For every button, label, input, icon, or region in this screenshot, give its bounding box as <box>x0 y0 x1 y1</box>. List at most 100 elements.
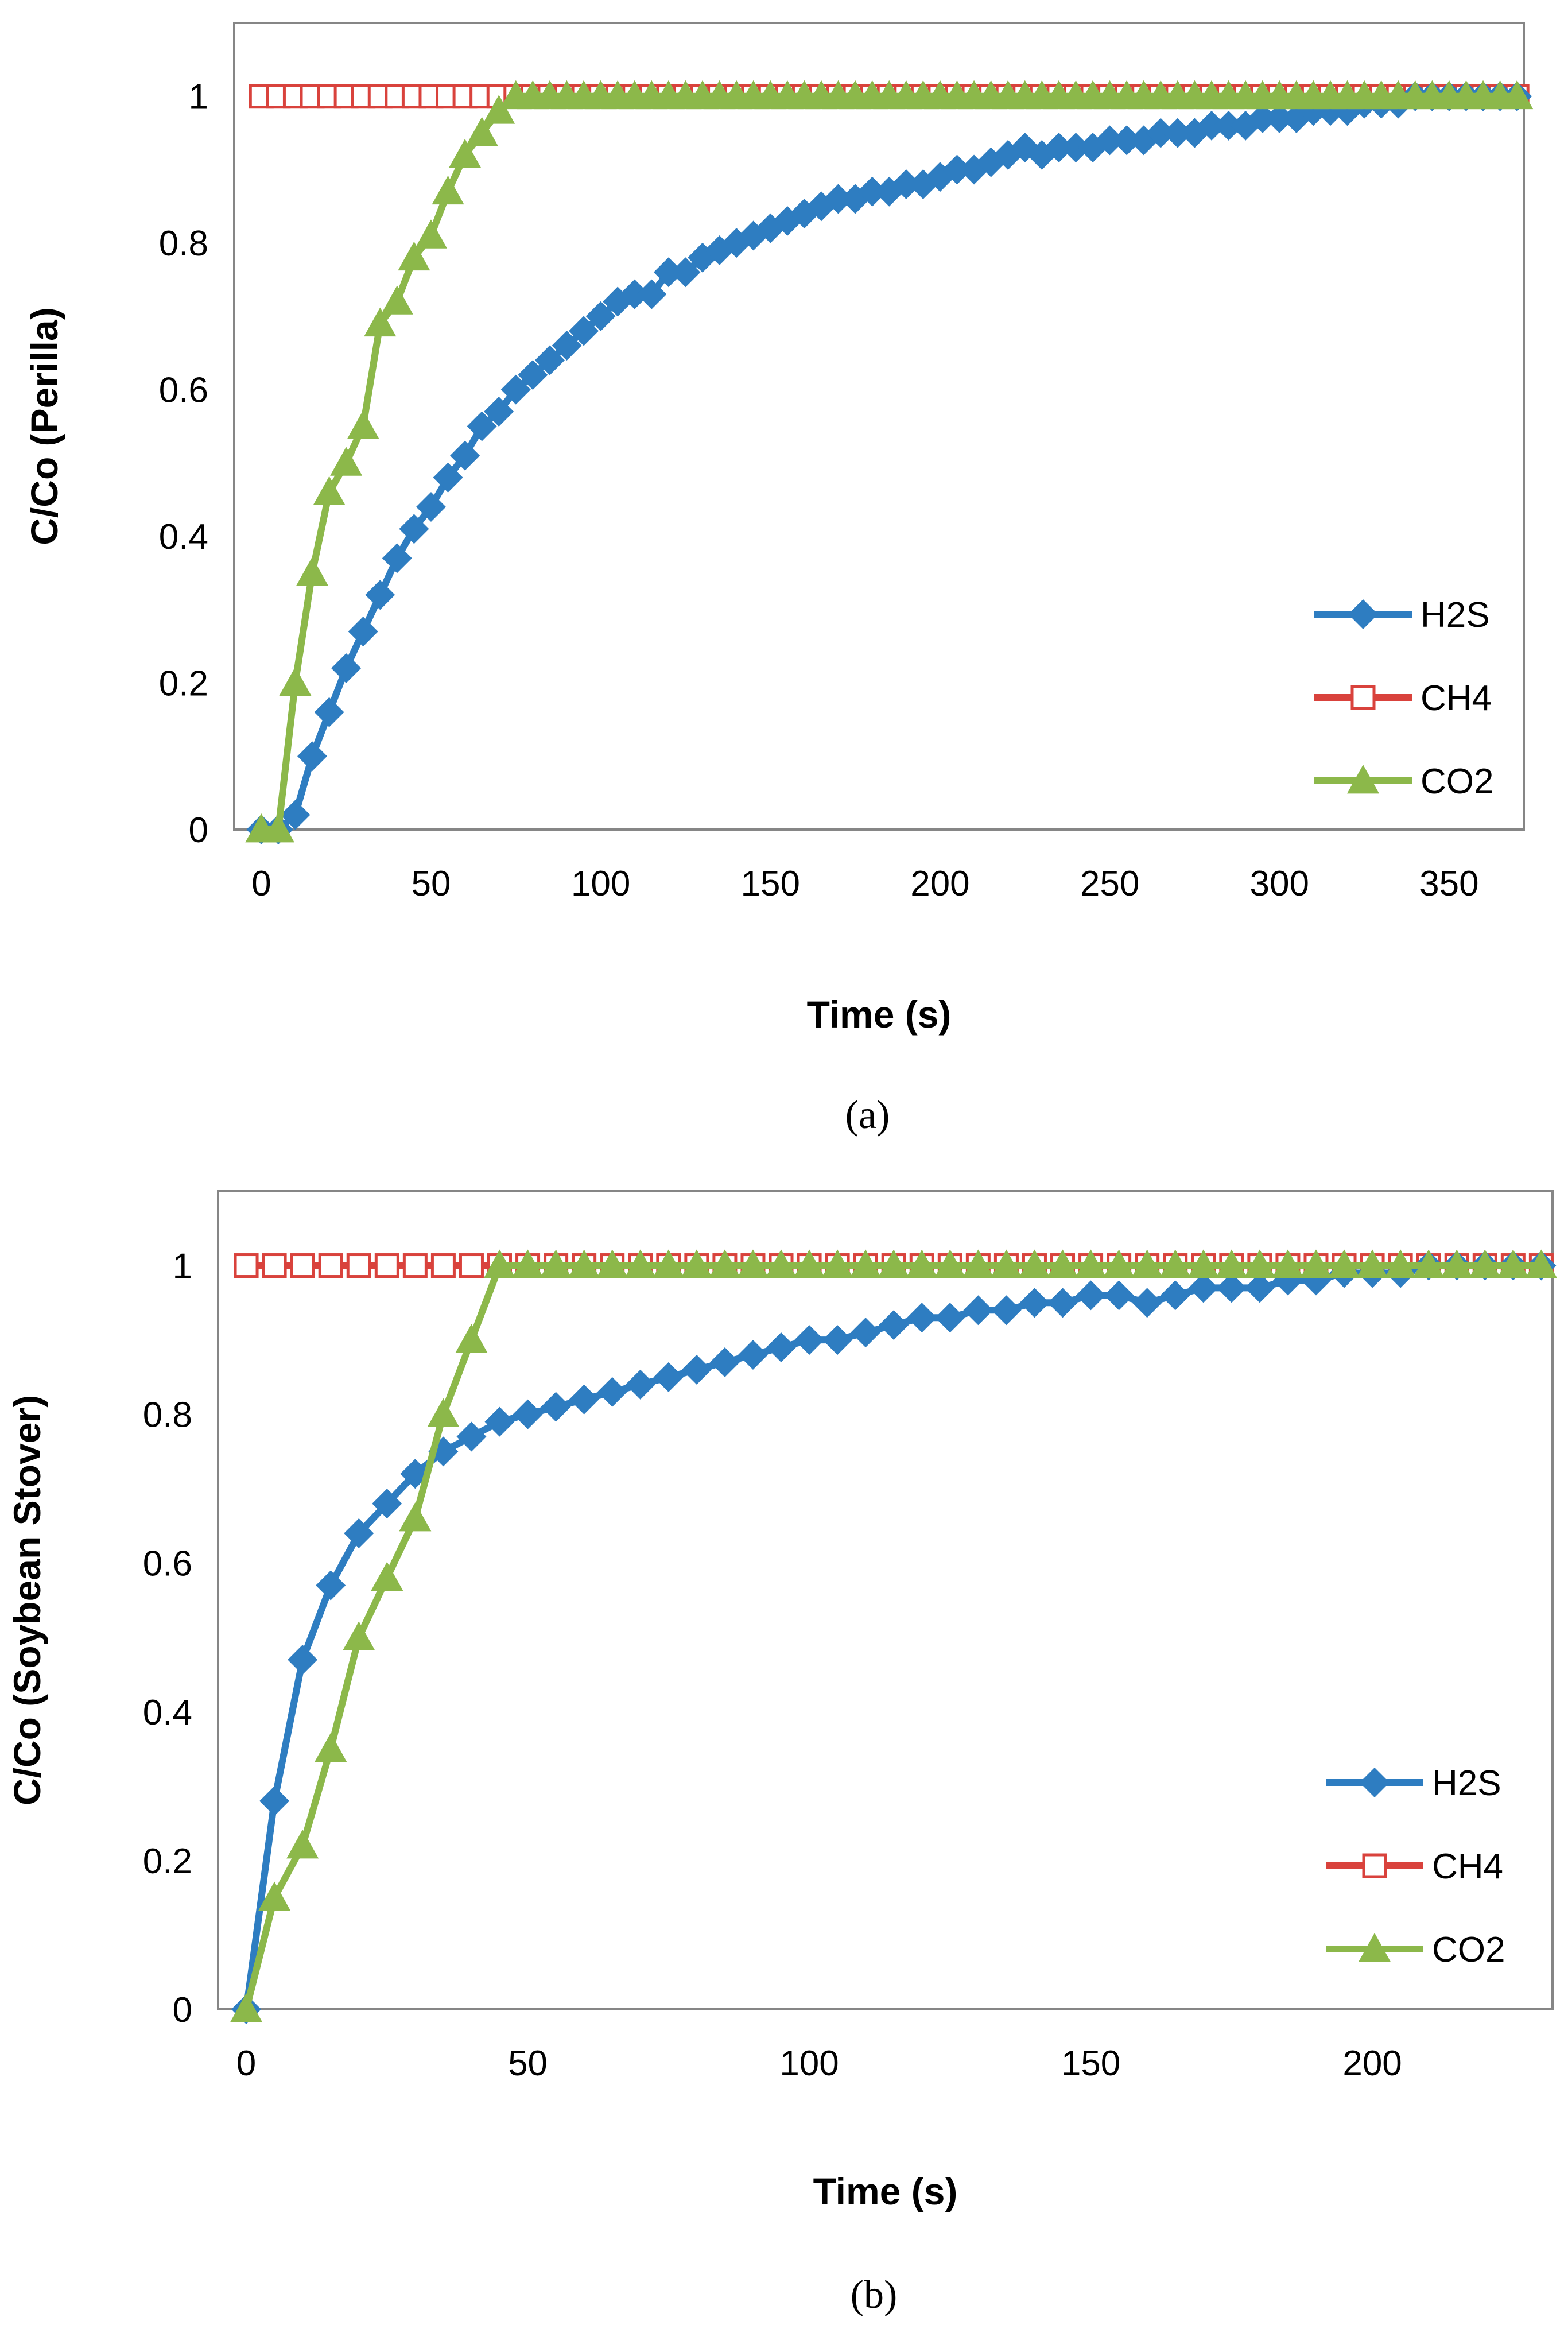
chart-b-h2s-line <box>243 1262 1542 2010</box>
chart-b-co2-point <box>765 1249 798 1278</box>
chart-a-h2s-point <box>534 345 565 375</box>
chart-b-co2-point <box>568 1249 600 1278</box>
chart-b-x-axis-title: Time (s) <box>813 2170 958 2212</box>
chart-a-h2s-point <box>653 257 684 288</box>
chart-a-co2-point <box>414 219 447 249</box>
chart-a-x-tick-label: 50 <box>411 864 451 904</box>
chart-b-co2-point <box>1469 1249 1501 1278</box>
chart-b-co2-point <box>1243 1249 1276 1278</box>
chart-a-y-tick-label: 1 <box>189 78 208 117</box>
chart-a-x-tick-label: 100 <box>571 864 630 904</box>
chart-b-h2s-point <box>1160 1280 1190 1311</box>
chart-a-co2-point <box>313 476 346 505</box>
chart-a-h2s-point <box>569 316 599 346</box>
chart-b-x-tick-label: 150 <box>1061 2044 1120 2083</box>
chart-b-legend-item-ch4: CH4 <box>1326 1847 1503 1886</box>
chart-b-co2-point <box>1299 1249 1332 1278</box>
chart-b-co2-point <box>258 1881 291 1911</box>
chart-a-h2s-point <box>433 462 463 493</box>
chart-a-h2s-point <box>280 800 311 830</box>
chart-b-y-tick-label: 0.2 <box>143 1842 192 1881</box>
chart-a-h2s-point <box>382 543 412 574</box>
chart-a-h2s-point <box>399 514 429 544</box>
chart-b-co2-point <box>1159 1249 1191 1278</box>
chart-b-co2-point <box>1441 1249 1473 1278</box>
chart-a-co2-point <box>347 410 379 439</box>
chart-a-h2s-point <box>1213 110 1244 141</box>
chart-b-co2-point <box>652 1249 685 1278</box>
chart-b-h2s-point <box>344 1518 374 1548</box>
chart-a-y-axis-title: C/Co (Perilla) <box>23 307 65 545</box>
chart-a-h2s-point <box>1146 118 1176 148</box>
chart-a-h2s-point <box>857 176 887 207</box>
chart-b-x-tick-label: 100 <box>779 2044 839 2083</box>
chart-a-x-tick-label: 250 <box>1080 864 1139 904</box>
chart-b-h2s-point <box>513 1399 543 1429</box>
chart-b-series-h2s <box>231 1250 1557 2024</box>
chart-b-ch4-point <box>346 1253 371 1278</box>
chart-a-h2s-point <box>484 396 514 427</box>
chart-a-co2-point <box>432 175 464 205</box>
chart-b-legend-marker <box>1359 1933 1391 1962</box>
chart-a-co2-point <box>483 95 515 124</box>
chart-a-x-axis-title: Time (s) <box>807 993 952 1036</box>
chart-a-h2s-point <box>314 697 344 727</box>
chart-a-h2s-point <box>416 492 446 522</box>
chart-b-h2s-point <box>1019 1288 1050 1318</box>
chart-a-x-tick-label: 0 <box>251 864 271 904</box>
chart-b-h2s-point <box>484 1406 515 1437</box>
chart-b-legend: H2S CH4 CO2 <box>1326 1764 1505 1970</box>
chart-b-h2s-point <box>1244 1273 1275 1303</box>
chart-b-h2s-point <box>1188 1273 1218 1303</box>
chart-b-h2s-point <box>991 1295 1022 1326</box>
chart-a-x-tick-label: 300 <box>1250 864 1309 904</box>
chart-b-h2s-point <box>1132 1288 1162 1318</box>
chart-a-h2s-point <box>942 154 972 185</box>
chart-b-h2s-point <box>907 1303 937 1333</box>
chart-a-h2s-point <box>1162 118 1193 148</box>
chart-b-co2-point <box>427 1398 460 1428</box>
chart-b-plot-frame <box>217 1190 1554 2010</box>
chart-b-co2-point <box>511 1249 544 1278</box>
chart-b-legend-label: H2S <box>1432 1764 1501 1803</box>
chart-a-legend-label: H2S <box>1420 595 1490 635</box>
chart-b-co2-point <box>962 1249 995 1278</box>
chart-b-legend-label: CO2 <box>1432 1930 1505 1970</box>
chart-a-plot-frame <box>233 22 1525 831</box>
chart-b-y-tick-label: 0.6 <box>143 1544 192 1584</box>
chart-b-co2-point <box>878 1249 910 1278</box>
chart-a-series-h2s <box>246 81 1532 844</box>
chart-a-co2-point <box>262 813 294 843</box>
chart-a-co2-point <box>381 285 413 315</box>
chart-a-legend-marker <box>1350 685 1376 710</box>
chart-b-legend-marker <box>1362 1853 1387 1878</box>
chart-a-h2s-point <box>348 617 378 647</box>
chart-a-h2s-point <box>297 741 328 772</box>
chart-b-h2s-point <box>653 1362 684 1392</box>
chart-b-co2-point <box>1046 1249 1079 1278</box>
chart-a-h2s-point <box>891 169 921 199</box>
chart-a-h2s-point <box>619 279 650 309</box>
chart-b-co2-point <box>1328 1249 1361 1278</box>
chart-b-h2s-point <box>1216 1273 1247 1303</box>
chart-a-co2-point <box>449 138 482 168</box>
chart-a-legend-item-h2s: H2S <box>1314 595 1490 635</box>
chart-a-co2-point <box>279 666 312 696</box>
chart-a-legend-item-ch4: CH4 <box>1314 679 1492 718</box>
chart-a-y-tick-label: 0.8 <box>159 224 208 264</box>
chart-b-co2-point <box>849 1249 882 1278</box>
chart-b-co2-point <box>1356 1249 1389 1278</box>
chart-a-co2-point <box>364 307 397 337</box>
chart-b-co2-point <box>793 1249 826 1278</box>
chart-a-x-tick-label: 200 <box>910 864 969 904</box>
chart-b-y-axis-title: C/Co (Soybean Stover) <box>6 1395 48 1805</box>
chart-b-co2-point <box>596 1249 628 1278</box>
chart-a-y-tick-label: 0.2 <box>159 664 208 704</box>
chart-b-legend-label: CH4 <box>1432 1847 1503 1886</box>
chart-b-ch4-point <box>234 1253 259 1278</box>
chart-a-series-co2 <box>245 80 1534 843</box>
chart-b-co2-point <box>455 1324 488 1353</box>
chart-b-h2s-point <box>288 1645 318 1675</box>
chart-b-co2-point <box>1103 1249 1135 1278</box>
chart-b-ch4-point <box>430 1253 456 1278</box>
